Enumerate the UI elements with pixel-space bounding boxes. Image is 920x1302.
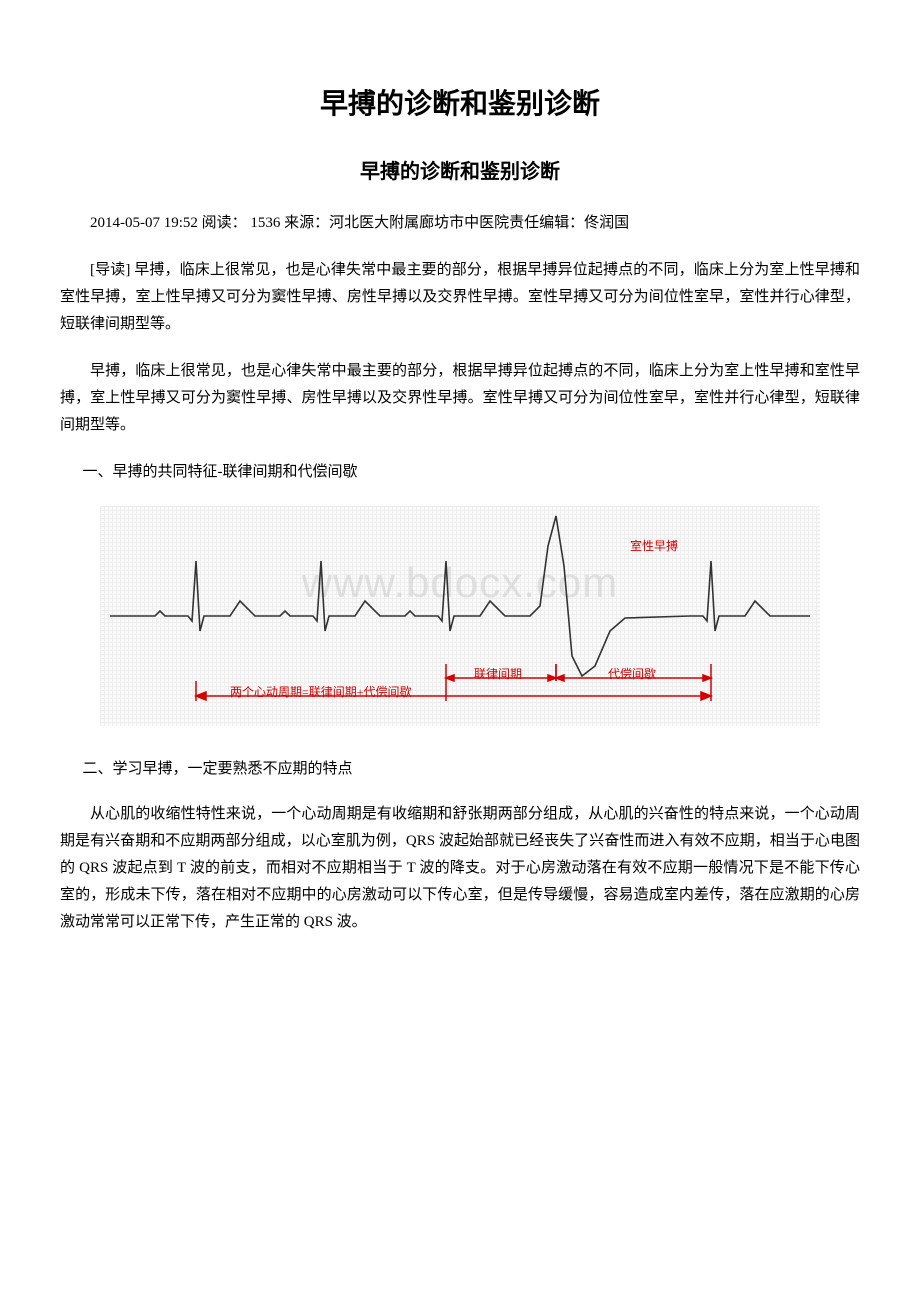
ecg-svg bbox=[100, 506, 820, 726]
body-paragraph-1: 早搏，临床上很常见，也是心律失常中最主要的部分，根据早搏异位起搏点的不同，临床上… bbox=[60, 358, 860, 439]
ecg-label-pvc: 室性早搏 bbox=[630, 536, 678, 558]
article-meta: 2014-05-07 19:52 阅读： 1536 来源：河北医大附属廊坊市中医… bbox=[60, 210, 860, 237]
section-heading-2: 二、学习早搏，一定要熟悉不应期的特点 bbox=[60, 756, 860, 783]
ecg-label-two-cycles: 两个心动周期=联律间期+代偿间歇 bbox=[230, 682, 412, 704]
page-subtitle: 早搏的诊断和鉴别诊断 bbox=[60, 154, 860, 190]
section-heading-1: 一、早搏的共同特征-联律间期和代偿间歇 bbox=[60, 459, 860, 486]
ecg-label-compensatory: 代偿间歇 bbox=[608, 664, 656, 686]
intro-paragraph: [导读] 早搏，临床上很常见，也是心律失常中最主要的部分，根据早搏异位起搏点的不… bbox=[60, 257, 860, 338]
ecg-figure: www.bdocx.com 室性早搏 bbox=[100, 506, 820, 726]
page-title: 早搏的诊断和鉴别诊断 bbox=[60, 80, 860, 130]
body-paragraph-2: 从心肌的收缩性特性来说，一个心动周期是有收缩期和舒张期两部分组成，从心肌的兴奋性… bbox=[60, 801, 860, 936]
ecg-waveform bbox=[110, 516, 810, 676]
ecg-label-coupling: 联律间期 bbox=[474, 664, 522, 686]
